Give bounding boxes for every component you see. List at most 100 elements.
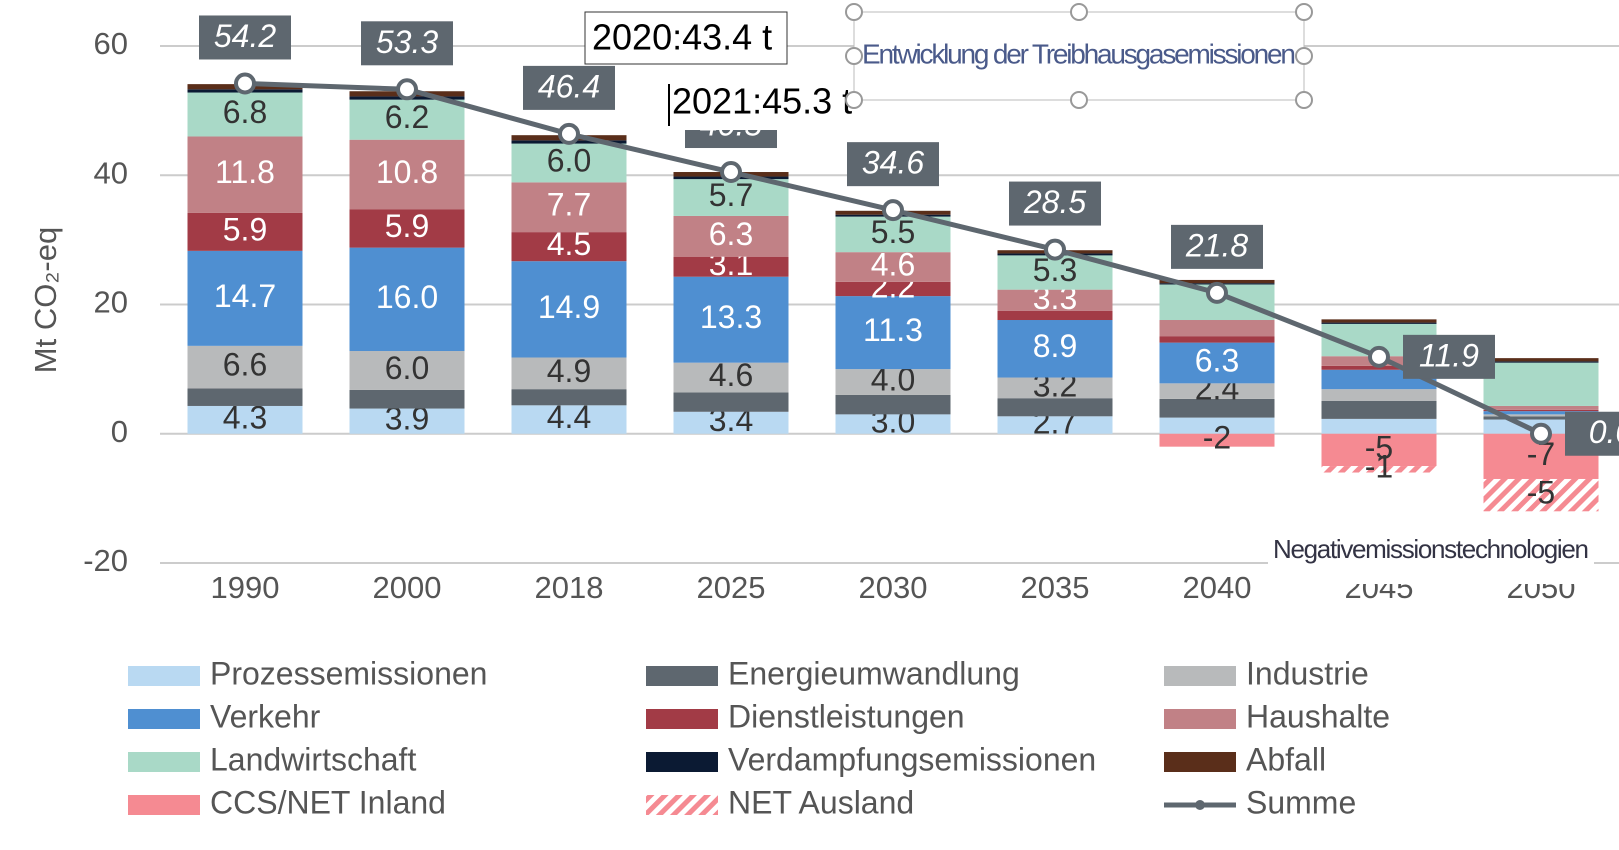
bar-segment <box>1159 336 1275 343</box>
x-tick-label: 2018 <box>535 570 604 605</box>
bar-segment <box>349 139 465 210</box>
bar-segment <box>1321 322 1437 324</box>
bar-segment <box>997 416 1113 434</box>
bar-segment <box>1483 411 1599 415</box>
sum-label-box <box>847 142 939 187</box>
bar-segment <box>187 405 303 434</box>
sum-label-box <box>361 21 453 66</box>
legend-swatch <box>1164 752 1236 772</box>
sum-label: 54.2 <box>214 18 276 54</box>
legend-label: Dienstleistungen <box>728 698 965 734</box>
bar-segment <box>187 92 303 137</box>
data-label: 7.7 <box>547 187 591 223</box>
sum-point <box>234 72 256 95</box>
sum-label: 0.0 <box>1589 414 1619 450</box>
sum-point <box>396 78 418 101</box>
data-label: -5 <box>1365 429 1393 465</box>
bar-segment <box>1159 417 1275 434</box>
legend-label: Abfall <box>1246 741 1326 777</box>
sum-point <box>1206 281 1228 304</box>
bar-segment <box>1483 358 1599 362</box>
data-label: 6.2 <box>385 99 429 135</box>
data-label: 4.6 <box>709 357 753 393</box>
legend-swatch <box>128 795 200 815</box>
bar-segment <box>349 408 465 434</box>
legend-swatch <box>1164 709 1236 729</box>
sum-label: 46.4 <box>538 68 600 104</box>
data-label: 11.8 <box>215 154 275 190</box>
sum-label: 11.9 <box>1419 337 1479 373</box>
y-tick-label: 40 <box>94 155 128 190</box>
bar-segment <box>997 398 1113 417</box>
legend-label: Prozessemissionen <box>210 655 487 691</box>
data-label: 6.3 <box>709 216 753 252</box>
legend-swatch <box>1164 666 1236 686</box>
textbox[interactable] <box>853 11 1305 101</box>
bar-segment <box>1159 320 1275 337</box>
bar-segment <box>187 388 303 406</box>
sum-point <box>1368 345 1390 368</box>
data-label: 6.0 <box>385 350 429 386</box>
sum-label-box <box>1565 411 1619 456</box>
bar-segment <box>187 212 303 251</box>
bar-segment <box>1483 361 1599 363</box>
legend-swatch <box>128 666 200 686</box>
legend-label: NET Ausland <box>728 784 914 820</box>
bar-segment <box>1483 362 1599 406</box>
data-label: 6.3 <box>1195 342 1239 378</box>
legend-label: Haushalte <box>1246 698 1390 734</box>
bar-segment <box>349 209 465 248</box>
bar-segment <box>349 389 465 409</box>
bar-segment <box>835 414 951 434</box>
x-tick-label: 2030 <box>859 570 928 605</box>
textbox-text: Entwicklung der Treibhausgasemissionen <box>862 38 1296 69</box>
sum-point <box>882 199 904 222</box>
data-label: 13.3 <box>700 299 762 335</box>
bar-segment <box>511 389 627 406</box>
bar-segment <box>1159 398 1275 418</box>
y-tick-label: 0 <box>111 414 128 449</box>
data-label: 6.6 <box>223 347 267 383</box>
bar-segment <box>349 99 465 140</box>
sum-label: 53.3 <box>376 24 438 60</box>
data-label: 16.0 <box>376 279 438 315</box>
bar-segment <box>1321 433 1437 467</box>
bar-segment <box>673 215 789 257</box>
bar-segment <box>835 296 951 370</box>
bar-segment <box>673 362 789 393</box>
sum-label-box <box>1403 334 1495 379</box>
data-label: 10.8 <box>376 154 438 190</box>
data-label: 14.9 <box>538 289 600 325</box>
bar-segment <box>835 281 951 297</box>
note-box <box>584 11 788 65</box>
sum-label: 21.8 <box>1185 227 1248 263</box>
legend-label: Summe <box>1246 784 1356 820</box>
legend-swatch <box>646 795 718 815</box>
bar-segment <box>1321 389 1437 401</box>
y-tick-label: 20 <box>94 285 128 320</box>
legend-label: Industrie <box>1246 655 1369 691</box>
bar-segment <box>1159 342 1275 384</box>
bar-segment <box>187 250 303 346</box>
bar-segment <box>1483 405 1599 410</box>
data-label: 6.8 <box>223 94 267 130</box>
sum-label: 28.5 <box>1023 184 1086 220</box>
handles[interactable] <box>845 3 1313 109</box>
bar-segment <box>349 351 465 390</box>
legend-swatch <box>646 709 718 729</box>
data-label: 5.9 <box>385 208 429 244</box>
bar-segment <box>997 320 1113 378</box>
data-label: 8.9 <box>1033 328 1077 364</box>
x-tick-label: 2035 <box>1021 570 1090 605</box>
note-2021: 2021:45.3 t <box>672 81 852 122</box>
data-label: -2 <box>1203 420 1231 456</box>
data-label: 6.0 <box>547 142 591 178</box>
legend-dot <box>1195 800 1205 810</box>
bar-segment <box>1483 416 1599 420</box>
sum-label-box <box>523 65 615 110</box>
callout: Negativemissionstechnologien <box>1273 534 1589 564</box>
bar-segment <box>1483 409 1599 412</box>
bar-segment <box>1321 319 1437 323</box>
bar-segment <box>187 345 303 389</box>
sum-point <box>1044 238 1066 261</box>
